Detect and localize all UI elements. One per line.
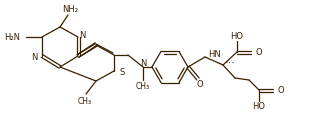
Text: ···: ··· <box>225 58 236 67</box>
Text: HN: HN <box>208 50 221 59</box>
Text: HO: HO <box>252 102 265 111</box>
Text: O: O <box>197 80 203 89</box>
Text: HO: HO <box>231 32 243 41</box>
Text: N: N <box>79 31 85 40</box>
Text: O: O <box>255 48 262 57</box>
Text: N: N <box>31 53 37 62</box>
Text: CH₃: CH₃ <box>78 97 92 106</box>
Text: N: N <box>140 59 146 68</box>
Text: S: S <box>119 68 124 77</box>
Text: NH₂: NH₂ <box>62 5 78 14</box>
Text: H₂N: H₂N <box>4 33 20 42</box>
Text: CH₃: CH₃ <box>136 82 150 91</box>
Text: O: O <box>277 86 284 95</box>
